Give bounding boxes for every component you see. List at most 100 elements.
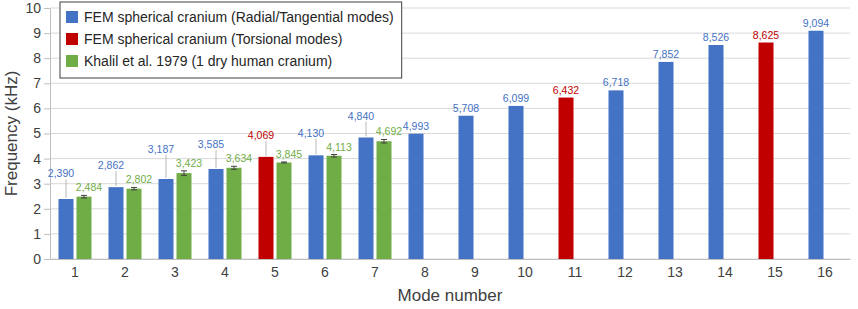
bar [377,141,392,259]
x-tick-label: 4 [221,264,229,280]
legend-swatch [66,11,78,23]
data-label: 3,187 [148,143,174,155]
grid-line [50,108,850,109]
bar [327,156,342,259]
data-label: 3,423 [176,157,202,169]
y-tick-label: 3 [33,176,41,192]
y-tick-mark [44,33,50,34]
x-tick: 13 [667,259,683,280]
leader-line [266,141,267,156]
data-label: 3,845 [276,148,302,160]
data-label: 8,625 [753,29,779,41]
x-tick: 4 [221,259,229,280]
bar [809,31,824,259]
x-tick: 3 [171,259,179,280]
data-label: 4,840 [348,110,374,122]
error-bar [281,162,287,163]
x-tick-label: 11 [568,264,583,280]
leader-line [316,139,317,155]
x-tick: 15 [767,259,783,280]
data-label: 5,708 [453,102,479,114]
y-tick-label: 9 [33,25,41,41]
x-tick-label: 16 [817,264,833,280]
data-label: 4,113 [326,141,352,153]
y-tick-label: 10 [25,0,41,16]
x-tick-label: 5 [271,264,279,280]
x-tick: 1 [71,259,79,280]
bar [77,197,92,259]
y-tick-mark [44,108,50,109]
leader-line [66,179,67,198]
grid-line [50,133,850,134]
bar [459,116,474,259]
legend-box [60,2,402,78]
x-axis-title: Mode number [398,286,503,305]
marks [59,31,824,259]
data-label: 2,862 [98,159,124,171]
bar [509,106,524,259]
leader-line [116,171,117,186]
x-tick-label: 7 [371,264,379,280]
legend-label: FEM spherical cranium (Radial/Tangential… [84,9,394,25]
error-bar [331,155,337,158]
y-tick-mark [44,184,50,185]
bar [209,169,224,259]
plot: 012345678910123456789101112131415162,390… [25,0,850,280]
bar [759,43,774,259]
error-bar [81,195,87,198]
y-tick: 4 [33,151,50,167]
y-tick: 2 [33,201,50,217]
bar [109,187,124,259]
y-tick-mark [44,83,50,84]
data-label: 4,692 [376,125,402,137]
data-label: 2,484 [76,181,102,193]
bar [159,179,174,259]
bar [709,45,724,259]
x-tick-label: 14 [717,264,733,280]
x-tick: 8 [421,259,429,280]
error-bar [131,187,137,190]
data-label: 2,802 [126,173,152,185]
y-tick-mark [44,259,50,260]
y-tick-label: 0 [33,251,41,267]
legend-label: FEM spherical cranium (Torsional modes) [84,31,342,47]
y-tick-label: 4 [33,151,41,167]
data-label: 6,432 [553,84,579,96]
y-tick: 9 [33,25,50,41]
x-tick-label: 10 [517,264,533,280]
data-label: 4,993 [403,120,429,132]
x-tick: 6 [321,259,329,280]
legend-swatch [66,33,78,45]
data-labels: 2,3902,8623,1873,5854,1304,8404,9935,708… [48,17,829,198]
data-label: 2,390 [48,167,74,179]
bar [127,189,142,259]
y-tick-label: 2 [33,201,41,217]
x-tick: 12 [617,259,633,280]
data-label: 6,718 [603,76,629,88]
x-tick: 9 [471,259,479,280]
y-tick-label: 7 [33,75,41,91]
bar [309,155,324,259]
y-tick-label: 6 [33,100,41,116]
y-tick: 5 [33,125,50,141]
x-axis-line [51,259,851,260]
data-label: 7,852 [653,48,679,60]
bar [409,134,424,259]
y-tick: 10 [25,0,50,16]
y-tick: 1 [33,226,50,242]
x-tick-label: 6 [321,264,329,280]
x-tick: 2 [121,259,129,280]
data-label: 6,099 [503,92,529,104]
x-tick: 5 [271,259,279,280]
data-label: 9,094 [803,17,829,29]
leader-line [166,155,167,178]
bar [59,199,74,259]
y-tick-label: 5 [33,125,41,141]
y-tick-mark [44,58,50,59]
y-tick-mark [44,234,50,235]
y-axis-title: Frequency (kHz) [2,71,21,197]
bar [659,62,674,259]
x-axis: 12345678910111213141516 [51,259,851,280]
x-tick: 14 [717,259,733,280]
error-bar [181,171,187,176]
